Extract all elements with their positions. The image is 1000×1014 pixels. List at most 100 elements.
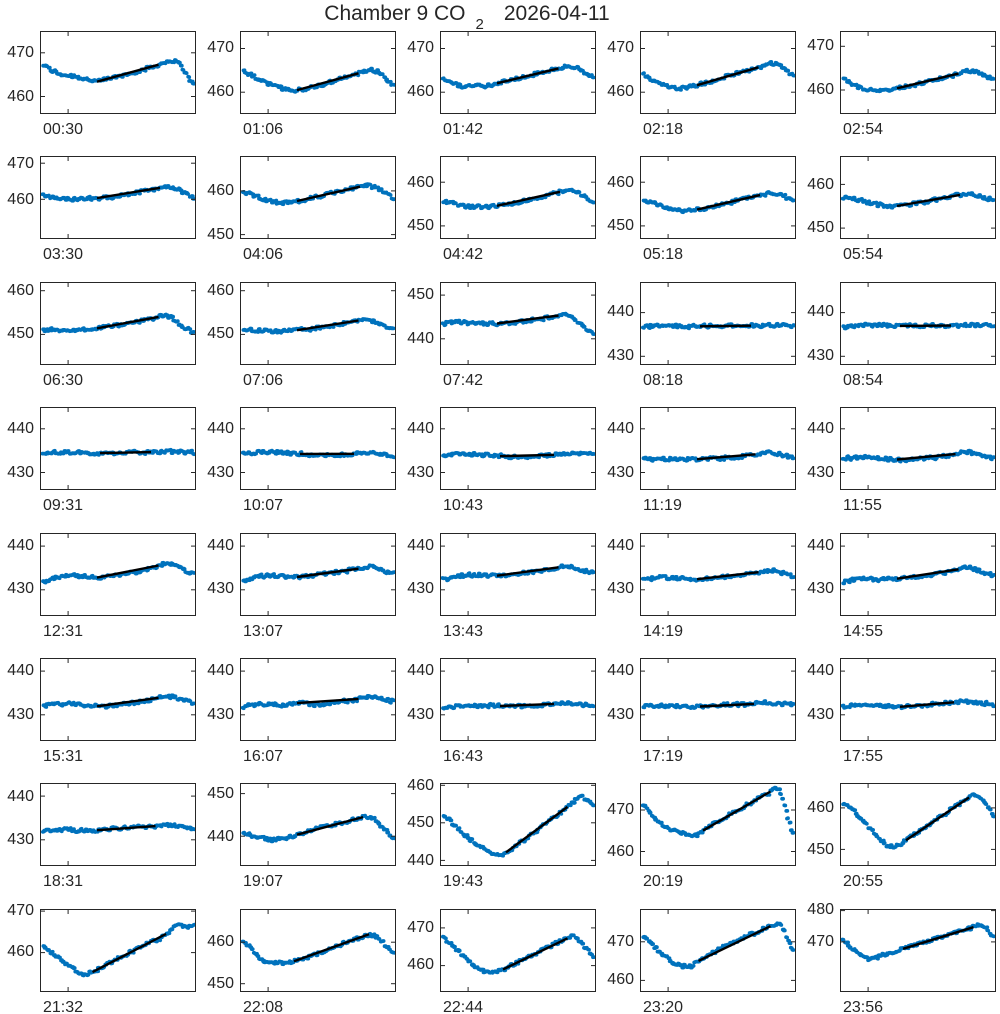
scatter-dots — [641, 321, 796, 331]
axes-box — [40, 281, 196, 365]
x-tick-label: 20:19 — [643, 873, 684, 891]
x-tick-label: 16:43 — [443, 748, 484, 765]
subplot-21:32 — [40, 908, 196, 992]
plot-area — [640, 658, 796, 741]
x-tick-label: 23:56 — [843, 998, 884, 1014]
tick-marks — [841, 533, 995, 615]
y-tick-label: 430 — [407, 463, 434, 481]
subplot-05:54 — [840, 156, 996, 240]
subplot-09:31 — [40, 407, 196, 491]
scatter-dots — [841, 792, 996, 850]
tick-marks — [641, 533, 795, 615]
plot-area — [440, 658, 596, 741]
scatter-dots — [241, 182, 396, 207]
x-tick-label: 07:06 — [243, 371, 284, 389]
plot-area — [40, 658, 196, 741]
tick-marks — [41, 408, 195, 490]
fit-line — [296, 319, 359, 332]
y-tick-label: 430 — [7, 580, 34, 598]
y-tick-label: 430 — [607, 580, 634, 598]
tick-marks — [441, 282, 595, 364]
subplot-13:43 — [440, 532, 596, 616]
plot-area — [240, 156, 396, 240]
x-tick-label: 14:19 — [643, 622, 684, 640]
subplot-20:55 — [840, 783, 996, 867]
y-tick-label: 470 — [607, 932, 634, 950]
subplot-20:19 — [640, 783, 796, 867]
plot-area — [240, 783, 396, 867]
fit-line — [296, 567, 359, 578]
fit-line — [896, 72, 959, 90]
fit-line — [496, 565, 559, 577]
x-tick-label: 13:43 — [443, 622, 484, 640]
y-tick-label: 450 — [207, 226, 234, 244]
tick-marks — [241, 157, 395, 239]
fit-line — [296, 816, 364, 837]
tick-marks — [241, 32, 395, 113]
x-tick-label: 10:43 — [443, 497, 484, 515]
subplot-15:31 — [40, 658, 196, 741]
x-tick-label: 05:18 — [643, 246, 684, 264]
title-date: 2026-04-11 — [503, 2, 610, 25]
y-tick-label: 450 — [407, 217, 434, 235]
tick-marks — [241, 533, 395, 615]
subplot-01:06 — [240, 31, 396, 114]
scatter-dots — [441, 933, 596, 975]
y-tick-label: 450 — [207, 785, 234, 803]
scatter-dots — [640, 566, 796, 583]
fit-line — [696, 66, 759, 87]
axes-box — [640, 407, 796, 491]
y-tick-label: 460 — [207, 182, 234, 200]
tick-marks — [641, 157, 795, 239]
tick-marks — [41, 157, 195, 239]
y-tick-label: 450 — [807, 219, 834, 237]
axes-box — [40, 658, 196, 741]
axes-box — [240, 908, 396, 992]
fit-line — [699, 702, 755, 708]
x-tick-label: 19:43 — [443, 873, 484, 891]
tick-marks — [441, 784, 595, 866]
subplot-19:07 — [240, 783, 396, 867]
y-tick-label: 460 — [7, 281, 34, 299]
tick-marks — [841, 32, 995, 113]
y-tick-label: 470 — [807, 37, 834, 55]
tick-marks — [841, 157, 995, 239]
y-tick-label: 440 — [7, 787, 34, 805]
subplot-02:54 — [840, 31, 996, 114]
plot-area — [240, 658, 396, 741]
plot-area — [640, 156, 796, 240]
tick-marks — [41, 533, 195, 615]
y-tick-label: 430 — [207, 580, 234, 598]
y-tick-label: 450 — [207, 974, 234, 992]
title-text: Chamber 9 CO — [324, 2, 466, 25]
y-tick-label: 470 — [607, 801, 634, 819]
plot-area — [40, 407, 196, 491]
y-tick-label: 430 — [807, 463, 834, 481]
plot-area — [440, 783, 596, 867]
axes-box — [840, 658, 996, 741]
axes-box — [40, 31, 196, 114]
x-tick-label: 15:31 — [43, 748, 84, 765]
tick-marks — [841, 408, 995, 490]
subplot-10:07 — [240, 407, 396, 491]
axes-box — [40, 783, 196, 867]
tick-marks — [641, 408, 795, 490]
scatter-dots — [241, 66, 396, 94]
scatter-dots — [440, 311, 596, 336]
subplot-07:42 — [440, 281, 596, 365]
y-tick-label: 440 — [807, 420, 834, 438]
axes-box — [640, 783, 796, 867]
subplot-10:43 — [440, 407, 596, 491]
axes-box — [240, 658, 396, 741]
plot-area — [840, 783, 996, 867]
scatter-dots — [840, 191, 996, 210]
axes-box — [240, 532, 396, 616]
y-tick-label: 430 — [807, 580, 834, 598]
subplot-11:55 — [840, 407, 996, 491]
subplot-12:31 — [40, 532, 196, 616]
fit-line — [499, 453, 555, 458]
tick-marks — [241, 784, 395, 866]
axes-box — [440, 532, 596, 616]
axes-box — [440, 31, 596, 114]
plot-area — [40, 532, 196, 616]
